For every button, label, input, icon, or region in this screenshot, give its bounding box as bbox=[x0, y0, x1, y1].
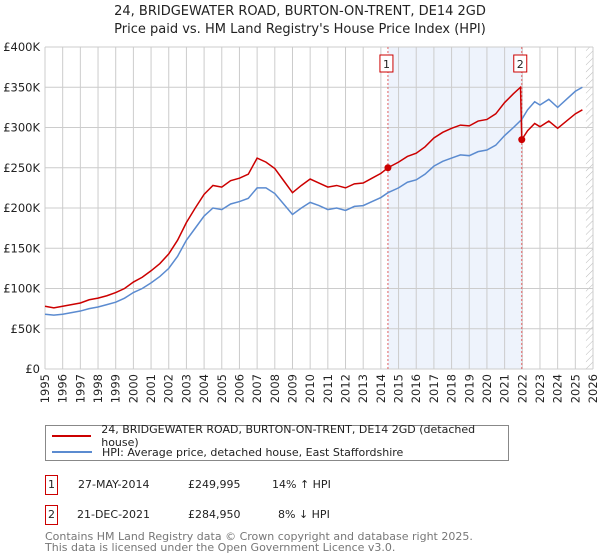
chart-title: 24, BRIDGEWATER ROAD, BURTON-ON-TRENT, D… bbox=[114, 4, 486, 19]
x-tick-label: 2026 bbox=[586, 374, 600, 403]
x-tick-label: 2015 bbox=[392, 374, 406, 403]
x-tick-label: 2002 bbox=[162, 374, 176, 403]
transaction-hpi: 14% ↑ HPI bbox=[272, 478, 331, 491]
property-price-line bbox=[44, 85, 583, 309]
x-tick-label: 2016 bbox=[409, 374, 423, 403]
y-tick-label: £0 bbox=[25, 362, 40, 376]
sale-label: 2 bbox=[517, 58, 524, 71]
legend: 24, BRIDGEWATER ROAD, BURTON-ON-TRENT, D… bbox=[45, 423, 509, 461]
x-tick-label: 2024 bbox=[551, 374, 565, 403]
x-tick-label: 2005 bbox=[215, 374, 229, 403]
transaction-row: 2 21-DEC-2021 £284,950 8% ↓ HPI bbox=[45, 505, 445, 525]
transaction-date: 27-MAY-2014 bbox=[78, 478, 150, 491]
footer-copyright: Contains HM Land Registry data © Crown c… bbox=[45, 530, 473, 543]
transaction-badge: 2 bbox=[45, 505, 58, 525]
x-tick-label: 2006 bbox=[232, 374, 246, 403]
x-tick-label: 2022 bbox=[515, 374, 529, 403]
x-tick-label: 2025 bbox=[568, 374, 582, 403]
x-tick-label: 2003 bbox=[179, 374, 193, 403]
x-tick-label: 2020 bbox=[480, 374, 494, 403]
x-tick-label: 2013 bbox=[356, 374, 370, 403]
x-tick-label: 2019 bbox=[462, 374, 476, 403]
x-tick-label: 2018 bbox=[445, 374, 459, 403]
legend-hpi-label: HPI: Average price, detached house, East… bbox=[102, 445, 404, 459]
sale-label-box bbox=[513, 54, 528, 73]
transaction-price: £249,995 bbox=[188, 478, 241, 491]
sale-point bbox=[518, 136, 526, 144]
x-tick-label: 2009 bbox=[285, 374, 299, 403]
x-tick-label: 2021 bbox=[498, 374, 512, 403]
y-tick-label: £350K bbox=[3, 80, 40, 94]
footer-licence: This data is licensed under the Open Gov… bbox=[45, 541, 396, 554]
x-tick-label: 2000 bbox=[126, 374, 140, 403]
chart-subtitle: Price paid vs. HM Land Registry's House … bbox=[114, 22, 486, 37]
x-tick-label: 1998 bbox=[91, 374, 105, 403]
y-tick-label: £200K bbox=[3, 201, 40, 215]
x-tick-label: 2001 bbox=[144, 374, 158, 403]
x-tick-label: 2017 bbox=[427, 374, 441, 403]
y-tick-label: £100K bbox=[3, 282, 40, 296]
legend-property-line bbox=[52, 435, 92, 437]
sale-label: 1 bbox=[383, 58, 390, 71]
transaction-row: 1 27-MAY-2014 £249,995 14% ↑ HPI bbox=[45, 475, 445, 495]
hpi-line bbox=[44, 86, 583, 316]
y-tick-label: £50K bbox=[11, 322, 41, 336]
y-tick-label: £300K bbox=[3, 121, 40, 135]
x-tick-label: 2023 bbox=[533, 374, 547, 403]
x-tick-label: 1999 bbox=[109, 374, 123, 403]
x-tick-label: 1996 bbox=[56, 374, 70, 403]
x-tick-label: 2011 bbox=[321, 374, 335, 403]
legend-property-label: 24, BRIDGEWATER ROAD, BURTON-ON-TRENT, D… bbox=[101, 423, 476, 449]
x-tick-label: 2007 bbox=[250, 374, 264, 403]
x-tick-label: 1997 bbox=[73, 374, 87, 403]
y-tick-label: £250K bbox=[3, 161, 40, 175]
sale-point bbox=[384, 164, 392, 172]
y-tick-label: £400K bbox=[3, 40, 40, 54]
transaction-hpi: 8% ↓ HPI bbox=[278, 508, 330, 521]
x-tick-label: 2004 bbox=[197, 374, 211, 403]
x-tick-label: 2010 bbox=[303, 374, 317, 403]
transaction-badge: 1 bbox=[45, 475, 58, 495]
x-tick-label: 2008 bbox=[268, 374, 282, 403]
x-tick-label: 1995 bbox=[38, 374, 52, 403]
x-tick-label: 2014 bbox=[374, 374, 388, 403]
transaction-price: £284,950 bbox=[188, 508, 241, 521]
price-chart: 1995 1996 1997 1998 1999 2000 2001 2002 2003 2004… bbox=[3, 40, 600, 403]
legend-hpi-line bbox=[52, 451, 92, 453]
x-tick-label: 2012 bbox=[339, 374, 353, 403]
sale-label-box bbox=[379, 54, 394, 73]
y-tick-label: £150K bbox=[3, 241, 40, 255]
transaction-date: 21-DEC-2021 bbox=[77, 508, 151, 521]
